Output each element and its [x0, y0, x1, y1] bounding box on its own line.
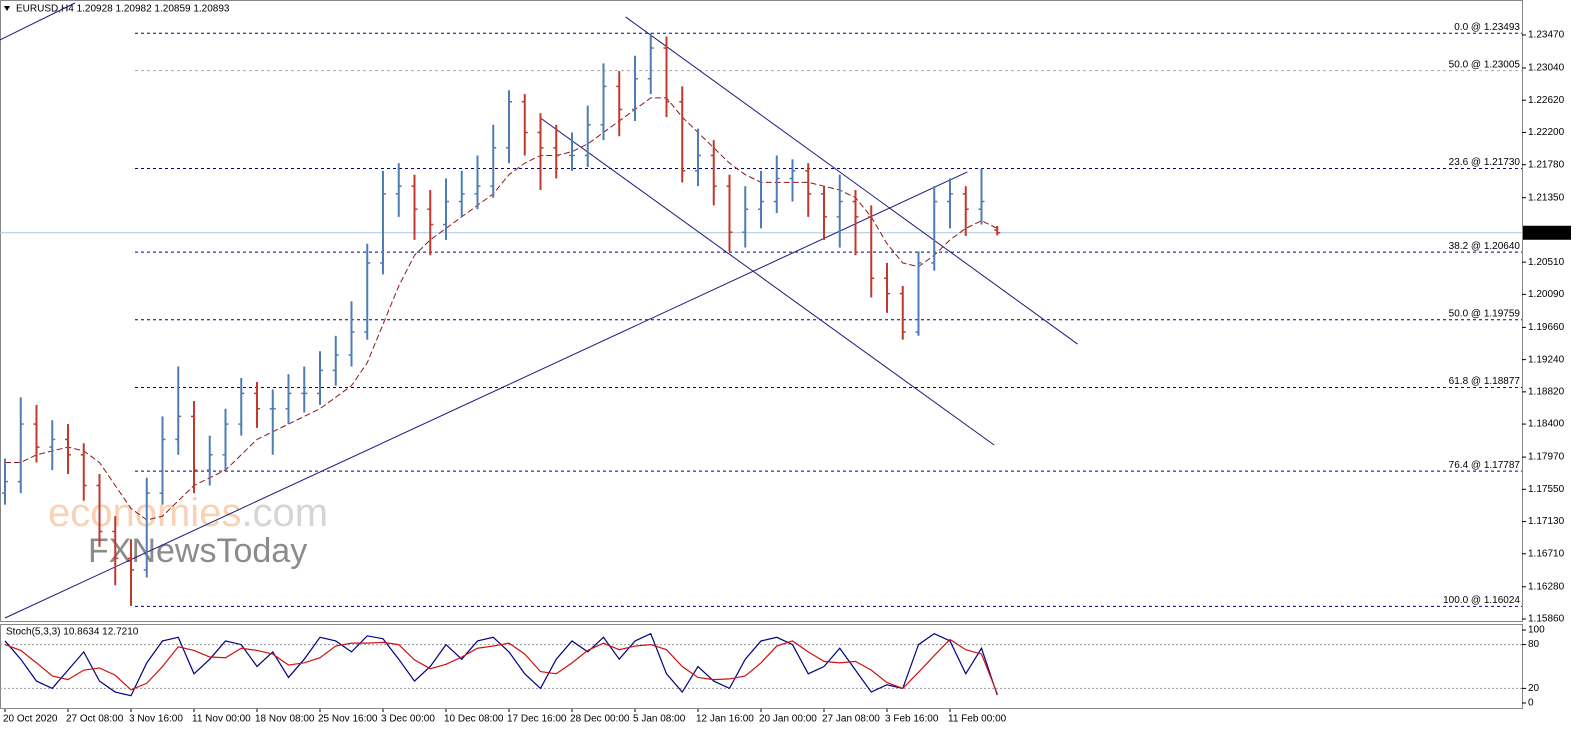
fib-level-label: 0.0 @ 1.23493: [1454, 22, 1520, 33]
y-tick-label: 1.18820: [1528, 386, 1565, 397]
y-tick-label: 1.17550: [1528, 484, 1565, 495]
x-tick-label: 5 Jan 08:00: [633, 714, 686, 725]
stoch-title: Stoch(5,3,3) 10.8634 12.7210: [6, 627, 139, 638]
current-price-box: [1523, 225, 1571, 240]
stoch-panel-frame: [0, 624, 1523, 709]
x-tick-label: 27 Jan 08:00: [822, 714, 880, 725]
x-tick-label: 18 Nov 08:00: [255, 714, 315, 725]
trendline: [4, 171, 968, 619]
trendline: [540, 117, 995, 446]
y-tick-label: 1.21350: [1528, 192, 1565, 203]
fib-level-label: 50.0 @ 1.23005: [1449, 59, 1521, 70]
x-tick-label: 11 Nov 00:00: [192, 714, 251, 725]
fib-level-label: 76.4 @ 1.17787: [1449, 460, 1521, 471]
y-tick-label: 1.19240: [1528, 354, 1565, 365]
y-tick-label: 1.22200: [1528, 127, 1565, 138]
y-tick-label: 1.17970: [1528, 452, 1565, 463]
y-tick-label: 1.16280: [1528, 581, 1565, 592]
watermark-sub: FXNewsToday: [88, 532, 307, 570]
x-tick-label: 3 Nov 16:00: [129, 714, 183, 725]
x-tick-label: 20 Jan 00:00: [759, 714, 817, 725]
y-tick-label: 1.21780: [1528, 159, 1565, 170]
y-tick-label: 1.18400: [1528, 419, 1565, 430]
y-tick-label: 1.17130: [1528, 516, 1565, 527]
y-tick-label: 1.20510: [1528, 257, 1565, 268]
y-tick-label: 1.23040: [1528, 63, 1565, 74]
moving-average: [5, 97, 998, 521]
x-tick-label: 25 Nov 16:00: [318, 714, 378, 725]
y-tick-label: 1.22620: [1528, 95, 1565, 106]
y-tick-label: 1.19660: [1528, 322, 1565, 333]
stoch-y-tick-label: 20: [1528, 683, 1540, 694]
stoch-y-tick-label: 80: [1528, 639, 1540, 650]
stoch-y-tick-label: 100: [1528, 625, 1545, 636]
main-panel-frame: [0, 0, 1523, 622]
x-tick-label: 28 Dec 00:00: [570, 714, 630, 725]
fib-level-label: 23.6 @ 1.21730: [1449, 157, 1521, 168]
x-tick-label: 3 Feb 16:00: [885, 714, 939, 725]
trendline: [0, 2, 76, 41]
x-tick-label: 3 Dec 00:00: [381, 714, 435, 725]
fib-level-label: 38.2 @ 1.20640: [1449, 241, 1521, 252]
watermark-brand-name: economies: [48, 491, 241, 535]
x-tick-label: 20 Oct 2020: [3, 714, 58, 725]
fib-level-label: 50.0 @ 1.19759: [1449, 308, 1521, 319]
collapse-icon: [4, 6, 10, 11]
y-tick-label: 1.20090: [1528, 289, 1565, 300]
x-tick-label: 12 Jan 16:00: [696, 714, 754, 725]
trendline: [625, 16, 1078, 345]
current-price-label: 1.20893: [1528, 227, 1565, 238]
chart-title: EURUSD,H4 1.20928 1.20982 1.20859 1.2089…: [16, 4, 230, 15]
watermark-brand: economies.com: [48, 491, 328, 535]
x-tick-label: 17 Dec 16:00: [507, 714, 567, 725]
watermark-domain: .com: [241, 491, 328, 535]
stoch-y-tick-label: 0: [1528, 698, 1534, 709]
y-tick-label: 1.23470: [1528, 30, 1565, 41]
x-tick-label: 10 Dec 08:00: [444, 714, 504, 725]
x-tick-label: 11 Feb 00:00: [948, 714, 1007, 725]
fib-level-label: 61.8 @ 1.18877: [1449, 376, 1521, 387]
fib-level-label: 100.0 @ 1.16024: [1443, 595, 1520, 606]
stoch-line: [4, 638, 998, 694]
x-tick-label: 27 Oct 08:00: [66, 714, 124, 725]
y-tick-label: 1.15860: [1528, 614, 1565, 625]
y-tick-label: 1.16710: [1528, 548, 1565, 559]
